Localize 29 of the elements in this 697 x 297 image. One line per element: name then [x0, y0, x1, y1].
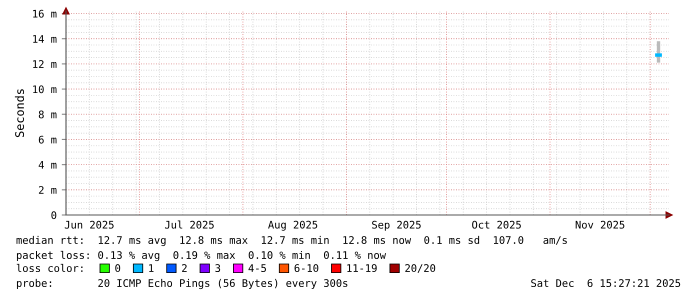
legend-label: 2: [182, 264, 187, 272]
legend-label: 11-19: [347, 264, 377, 272]
x-tick-label: Oct 2025: [472, 220, 521, 229]
text: probe: 20 ICMP Echo Pings (56 Bytes) every 300s: [16, 278, 348, 290]
legend-label: 4-5: [248, 264, 266, 272]
x-tick-label: Sep 2025: [372, 220, 421, 231]
y-axis-title: Seconds: [14, 89, 24, 138]
legend-label: 1: [149, 264, 154, 272]
legend-title: loss color:: [16, 264, 82, 272]
y-tick-label: 10 m: [33, 85, 56, 94]
text: median rtt: 12.7 ms avg 12.8 ms max 12.7 ms min 12.8 ms now 0.1 ms sd 107.0 am/s: [16, 236, 567, 246]
legend-label: 3: [215, 264, 220, 272]
y-tick-label: 0: [51, 211, 56, 220]
y-tick-label: 14 m: [33, 35, 56, 43]
x-tick-label: Aug 2025: [268, 220, 318, 231]
text: Sat Dec 6 15:27:21 2025: [531, 279, 680, 288]
x-tick-label: Jun 2025: [64, 220, 114, 229]
y-tick-label: 12 m: [33, 60, 56, 68]
x-tick-label: Nov 2025: [576, 220, 624, 229]
y-tick-label: 6 m: [38, 136, 56, 144]
legend-label: 6-10: [294, 264, 318, 272]
text: packet loss: 0.13 % avg 0.19 % max 0.10 % min 0.11 % now: [16, 250, 386, 262]
legend-label: 0: [115, 264, 120, 272]
y-tick-label: 16 m: [33, 10, 56, 18]
y-tick-label: 8 m: [38, 110, 56, 118]
x-tick-label: Jul 2025: [164, 220, 214, 229]
y-tick-label: 4 m: [38, 161, 56, 169]
legend-label: 20/20: [405, 264, 436, 273]
y-tick-label: 2 m: [38, 186, 56, 194]
